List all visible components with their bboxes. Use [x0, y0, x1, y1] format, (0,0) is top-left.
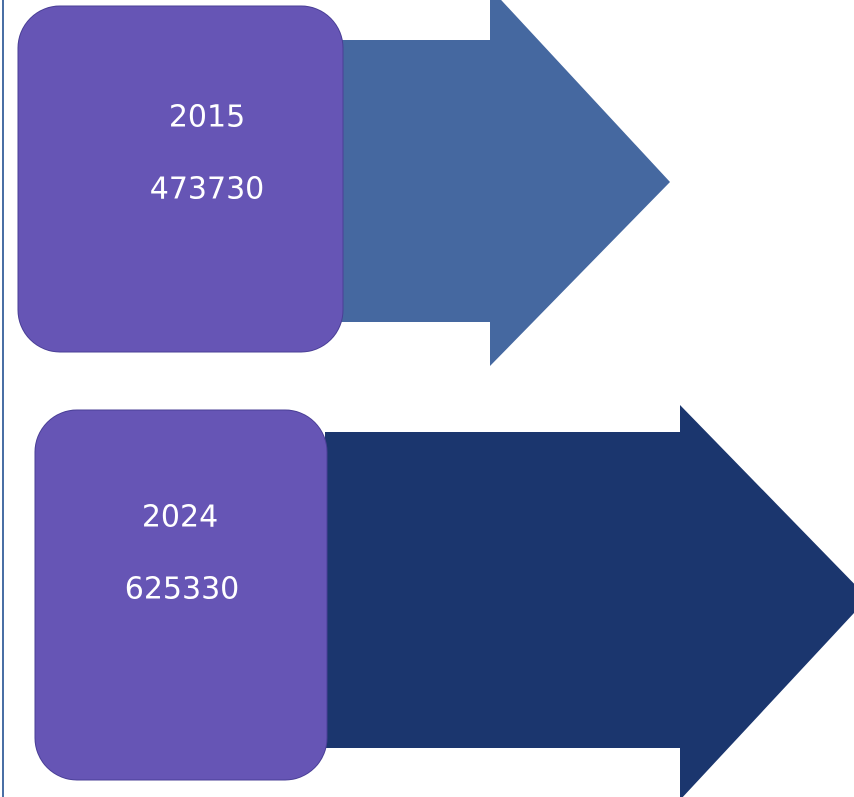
item-value: 473730 [150, 172, 265, 207]
item-year: 2024 [142, 500, 218, 535]
arrow [340, 0, 670, 366]
item-box [34, 409, 328, 781]
arrow [325, 405, 854, 797]
item-value: 625330 [125, 572, 240, 607]
item-year: 2015 [169, 100, 245, 135]
item-box [17, 5, 344, 353]
